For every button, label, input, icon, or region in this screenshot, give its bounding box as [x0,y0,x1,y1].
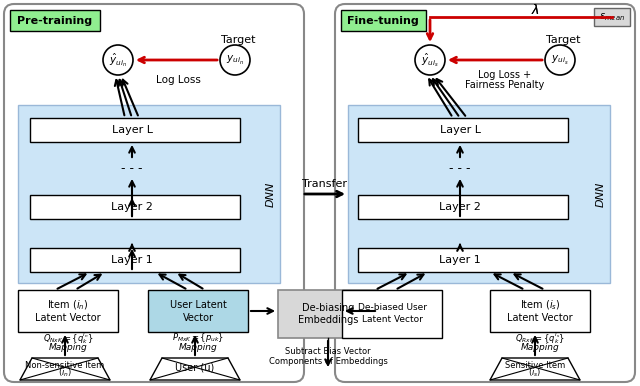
FancyBboxPatch shape [490,290,590,332]
Text: Latent Vector: Latent Vector [362,315,422,325]
Text: Latent Vector: Latent Vector [35,313,101,323]
Text: Log Loss: Log Loss [156,75,200,85]
Polygon shape [20,358,110,380]
FancyBboxPatch shape [335,4,635,382]
Circle shape [415,45,445,75]
Text: User Latent: User Latent [170,300,227,310]
Circle shape [103,45,133,75]
FancyBboxPatch shape [594,8,630,26]
Text: $\epsilon_{mean}$: $\epsilon_{mean}$ [599,11,625,23]
FancyBboxPatch shape [358,248,568,272]
Text: Layer 1: Layer 1 [111,255,153,265]
Text: Vector: Vector [182,313,214,323]
Text: Mapping: Mapping [520,344,559,352]
Text: $y_{ui_s}$: $y_{ui_s}$ [551,54,569,66]
Text: $y_{ui_n}$: $y_{ui_n}$ [226,54,244,66]
Text: Layer L: Layer L [111,125,152,135]
Text: $Q_{RxK}=\{q^{i_s}_k\}$: $Q_{RxK}=\{q^{i_s}_k\}$ [515,330,565,346]
Text: $(i_s)$: $(i_s)$ [528,367,541,379]
FancyBboxPatch shape [342,290,442,338]
Text: Target: Target [221,35,255,45]
Text: Mapping: Mapping [179,344,218,352]
Text: Layer 2: Layer 2 [439,202,481,212]
Text: Layer 1: Layer 1 [439,255,481,265]
Text: Sensitive Item: Sensitive Item [505,361,565,369]
FancyBboxPatch shape [348,105,610,283]
Text: $P_{MxK}=\{p_{uk}\}$: $P_{MxK}=\{p_{uk}\}$ [172,332,224,344]
Circle shape [220,45,250,75]
Circle shape [545,45,575,75]
FancyBboxPatch shape [18,105,280,283]
FancyBboxPatch shape [30,195,240,219]
FancyBboxPatch shape [148,290,248,332]
Text: Non-sensitive Item: Non-sensitive Item [26,361,104,369]
Text: User (u): User (u) [175,362,214,372]
Text: $\hat{y}_{ui_n}$: $\hat{y}_{ui_n}$ [109,51,127,69]
Text: Components of Embeddings: Components of Embeddings [269,357,387,366]
Text: De-biasing: De-biasing [302,303,354,313]
Text: De-biased User: De-biased User [358,303,426,313]
Text: $(i_n)$: $(i_n)$ [58,367,72,379]
Text: $\lambda$: $\lambda$ [531,3,540,17]
Text: Layer 2: Layer 2 [111,202,153,212]
Text: Fairness Penalty: Fairness Penalty [465,80,545,90]
Polygon shape [490,358,580,380]
FancyBboxPatch shape [10,10,100,31]
Text: - - -: - - - [449,161,471,174]
Text: Target: Target [546,35,580,45]
FancyBboxPatch shape [278,290,378,338]
Text: Log Loss +: Log Loss + [479,70,532,80]
FancyBboxPatch shape [30,118,240,142]
Text: $\lambda$: $\lambda$ [531,3,540,17]
Text: Layer L: Layer L [440,125,481,135]
Text: Pre-training: Pre-training [17,15,93,25]
Text: Fine-tuning: Fine-tuning [347,15,419,25]
Polygon shape [150,358,240,380]
Text: DNN: DNN [266,181,276,207]
Text: Latent Vector: Latent Vector [507,313,573,323]
FancyBboxPatch shape [358,118,568,142]
Text: Item $(i_s)$: Item $(i_s)$ [520,298,560,312]
Text: $\hat{y}_{ui_s}$: $\hat{y}_{ui_s}$ [421,51,439,69]
Text: Embeddings: Embeddings [298,315,358,325]
FancyBboxPatch shape [4,4,304,382]
FancyBboxPatch shape [358,195,568,219]
FancyBboxPatch shape [18,290,118,332]
FancyBboxPatch shape [30,248,240,272]
FancyBboxPatch shape [341,10,426,31]
Text: - - -: - - - [121,161,143,174]
Text: DNN: DNN [596,181,606,207]
Text: Item $(i_n)$: Item $(i_n)$ [47,298,89,312]
Text: $Q_{NxK}=\{q^{i_n}_k\}$: $Q_{NxK}=\{q^{i_n}_k\}$ [43,330,93,346]
Text: Mapping: Mapping [49,344,88,352]
Text: Subtract Bias Vector: Subtract Bias Vector [285,347,371,357]
Text: Transfer: Transfer [303,179,348,189]
